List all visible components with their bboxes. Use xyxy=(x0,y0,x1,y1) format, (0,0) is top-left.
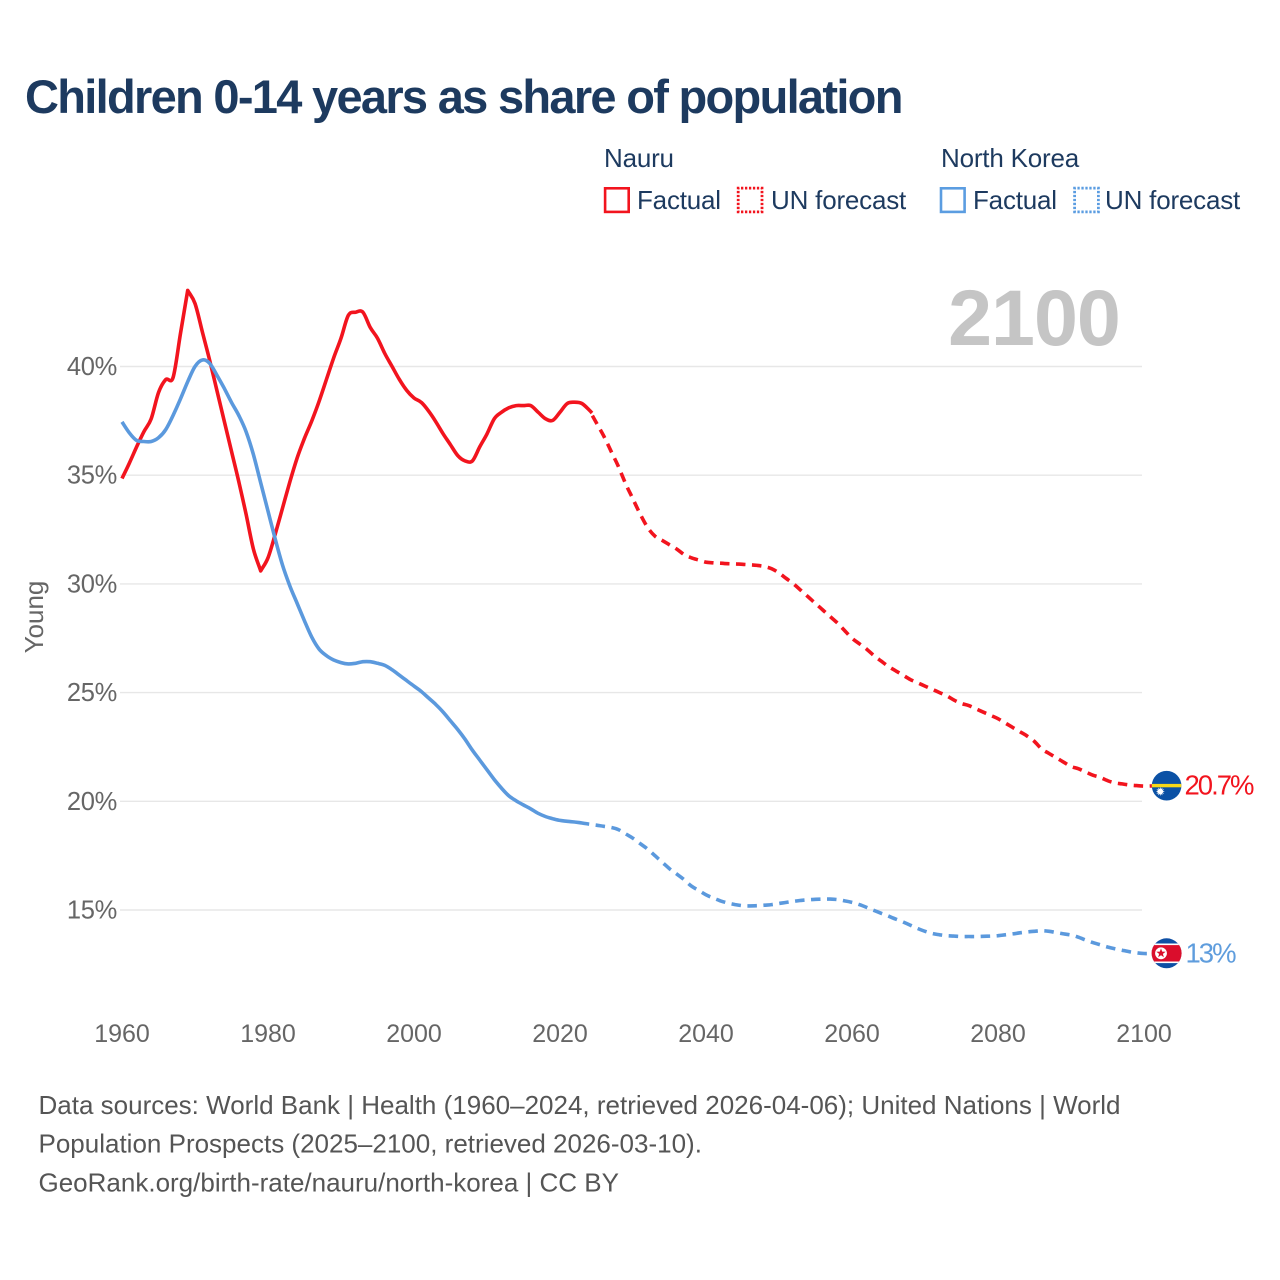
svg-text:North Korea: North Korea xyxy=(941,143,1080,173)
svg-text:2000: 2000 xyxy=(386,1020,442,1048)
svg-text:2100: 2100 xyxy=(1116,1020,1172,1048)
svg-text:Children 0-14 years as share o: Children 0-14 years as share of populati… xyxy=(25,70,902,123)
svg-text:UN forecast: UN forecast xyxy=(1105,185,1241,215)
svg-text:Population Prospects (2025–210: Population Prospects (2025–2100, retriev… xyxy=(39,1129,702,1159)
svg-text:30%: 30% xyxy=(67,570,117,598)
svg-text:GeoRank.org/birth-rate/nauru/n: GeoRank.org/birth-rate/nauru/north-korea… xyxy=(39,1168,619,1198)
svg-text:2020: 2020 xyxy=(532,1020,588,1048)
svg-text:UN forecast: UN forecast xyxy=(771,185,907,215)
svg-text:Factual: Factual xyxy=(637,185,721,215)
svg-text:40%: 40% xyxy=(67,353,117,381)
svg-text:1980: 1980 xyxy=(240,1020,296,1048)
svg-text:Young: Young xyxy=(19,581,49,654)
svg-text:20.7%: 20.7% xyxy=(1185,770,1255,801)
svg-text:15%: 15% xyxy=(67,897,117,925)
svg-text:Data sources: World Bank | Hea: Data sources: World Bank | Health (1960–… xyxy=(39,1090,1121,1120)
svg-text:20%: 20% xyxy=(67,788,117,816)
svg-text:13%: 13% xyxy=(1186,938,1237,969)
svg-text:1960: 1960 xyxy=(94,1020,150,1048)
svg-text:2100: 2100 xyxy=(948,273,1120,362)
svg-text:Nauru: Nauru xyxy=(604,143,674,173)
svg-text:2060: 2060 xyxy=(824,1020,880,1048)
svg-text:25%: 25% xyxy=(67,679,117,707)
svg-text:35%: 35% xyxy=(67,462,117,490)
svg-text:Factual: Factual xyxy=(973,185,1057,215)
svg-text:2040: 2040 xyxy=(678,1020,734,1048)
svg-text:2080: 2080 xyxy=(970,1020,1026,1048)
